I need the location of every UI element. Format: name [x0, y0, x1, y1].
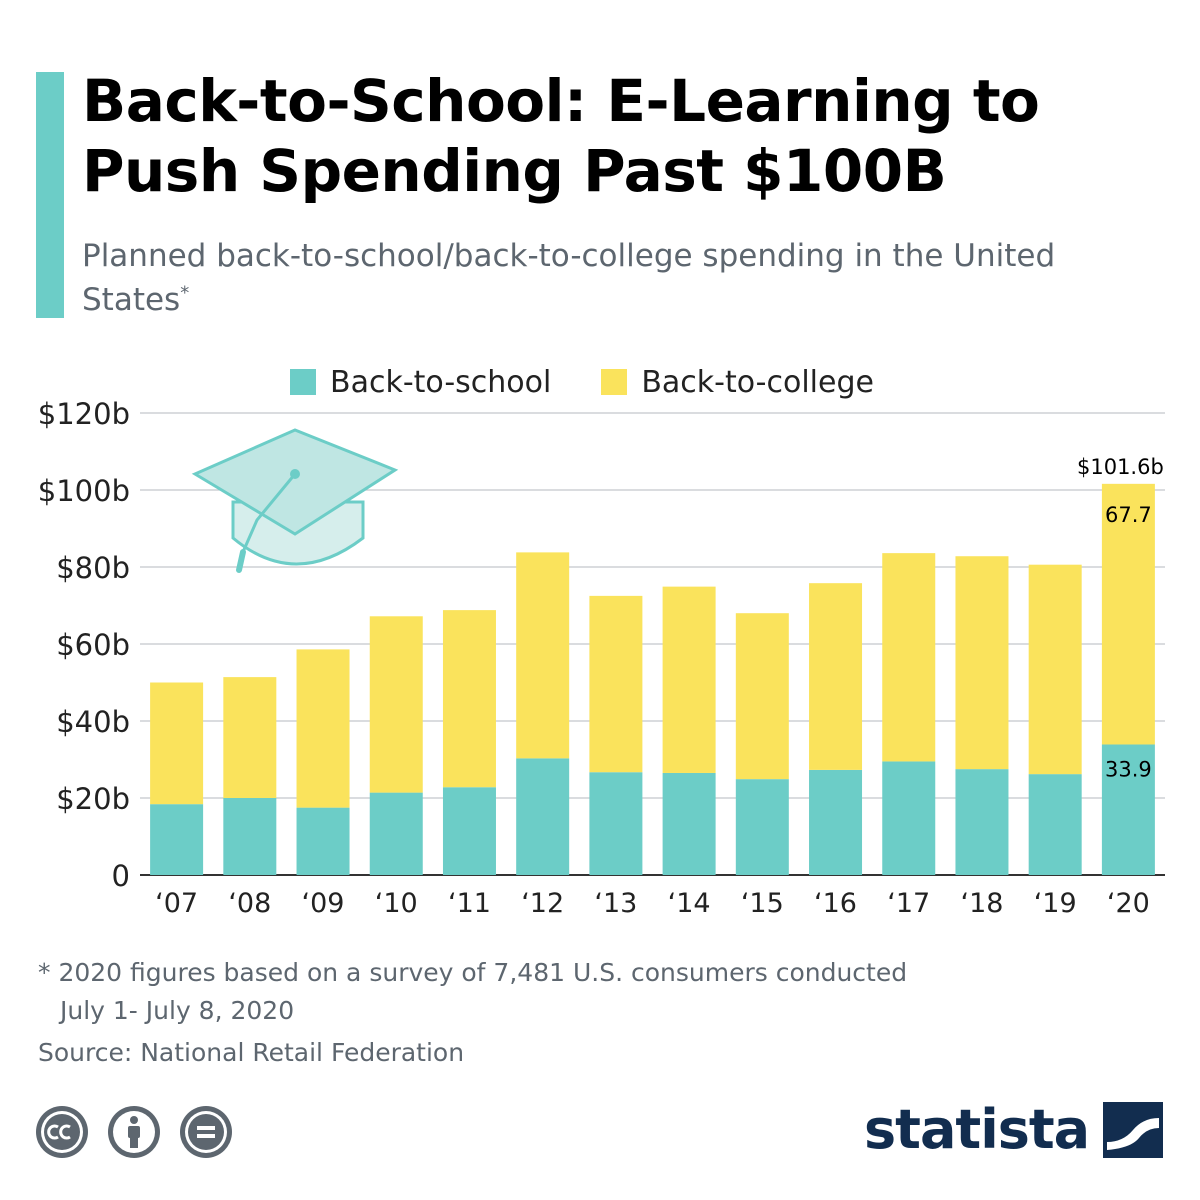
- bar-back-to-college: [589, 595, 643, 773]
- bar-back-to-college: [1101, 483, 1155, 745]
- legend-swatch-school: [290, 369, 316, 395]
- chart-legend: Back-to-school Back-to-college: [290, 362, 924, 402]
- y-tick-label: $20b: [56, 782, 130, 816]
- x-tick-label: ‘19: [1034, 888, 1077, 919]
- no-derivatives-icon[interactable]: [180, 1106, 232, 1158]
- bar-back-to-school: [150, 804, 204, 875]
- bar-back-to-college: [223, 677, 277, 798]
- y-tick-label: $60b: [56, 628, 130, 662]
- stacked-bar-chart: 0 $20b $40b $60b $80b $100b $120b ‘07 ‘08 ‘09 ‘10 ‘…: [38, 397, 1165, 919]
- attribution-icon[interactable]: [108, 1106, 160, 1158]
- source-note: Source: National Retail Federation: [38, 1038, 465, 1067]
- bar-back-to-school: [442, 787, 496, 875]
- bar-back-to-school: [662, 772, 716, 875]
- data-label-school-2020: 33.9: [1105, 757, 1152, 781]
- statista-logo[interactable]: statista: [864, 1098, 1164, 1161]
- bar-back-to-school: [1028, 774, 1082, 875]
- x-tick-label: ‘10: [375, 888, 418, 919]
- bar-back-to-college: [955, 556, 1009, 770]
- y-tick-label: $80b: [56, 551, 130, 585]
- x-tick-label: ‘13: [594, 888, 637, 919]
- y-tick-label: $100b: [38, 474, 130, 508]
- legend-item-college: Back-to-college: [601, 365, 874, 400]
- legend-label-college: Back-to-college: [641, 364, 874, 400]
- bar-back-to-school: [882, 761, 936, 875]
- bar-back-to-school: [369, 792, 423, 875]
- annotations: $101.6b 67.7 33.9: [1077, 455, 1164, 782]
- bar-back-to-school: [809, 769, 863, 875]
- bar-back-to-school: [589, 772, 643, 875]
- bar-back-to-school: [955, 769, 1009, 875]
- x-tick-label: ‘07: [155, 888, 198, 919]
- legend-swatch-college: [601, 369, 628, 395]
- bar-back-to-school: [1101, 744, 1155, 875]
- x-tick-label: ‘20: [1107, 888, 1150, 919]
- x-tick-label: ‘18: [960, 888, 1003, 919]
- axis-labels: 0 $20b $40b $60b $80b $100b $120b ‘07 ‘08 ‘09 ‘10 ‘…: [38, 397, 1150, 919]
- bar-back-to-school: [223, 798, 277, 875]
- statista-mark-icon: [1103, 1101, 1164, 1158]
- bar-back-to-college: [442, 610, 496, 788]
- subtitle: Planned back-to-school/back-to-college s…: [82, 234, 1082, 322]
- x-tick-label: ‘17: [887, 888, 930, 919]
- bar-back-to-college: [662, 586, 716, 773]
- legend-label-school: Back-to-school: [330, 364, 552, 400]
- legend-item-school: Back-to-school: [290, 365, 551, 400]
- page-title: Back-to-School: E-Learning to Push Spend…: [82, 67, 1040, 205]
- x-tick-label: ‘14: [668, 888, 711, 919]
- bar-back-to-college: [809, 583, 863, 770]
- data-label-college-2020: 67.7: [1105, 503, 1152, 527]
- subtitle-text: Planned back-to-school/back-to-college s…: [82, 238, 1056, 318]
- footnote-line1: * 2020 figures based on a survey of 7,48…: [38, 958, 908, 987]
- footnote: * 2020 figures based on a survey of 7,48…: [38, 954, 907, 1030]
- bar-back-to-college: [296, 649, 350, 808]
- bar-back-to-college: [369, 616, 423, 793]
- x-tick-label: ‘12: [521, 888, 564, 919]
- bar-back-to-school: [735, 779, 789, 875]
- subtitle-marker: *: [180, 282, 190, 304]
- x-tick-label: ‘11: [448, 888, 491, 919]
- y-tick-label: 0: [112, 859, 130, 893]
- bar-back-to-college: [882, 553, 936, 762]
- footnote-line2: July 1- July 8, 2020: [60, 996, 295, 1025]
- bar-back-to-college: [150, 682, 204, 805]
- data-label-total-2020: $101.6b: [1077, 455, 1164, 479]
- bar-back-to-school: [516, 758, 570, 875]
- x-tick-label: ‘15: [741, 888, 784, 919]
- license-icons: [36, 1106, 252, 1158]
- logo-text: statista: [864, 1098, 1090, 1161]
- x-tick-label: ‘09: [302, 888, 345, 919]
- bar-back-to-college: [516, 552, 570, 759]
- bars: [150, 483, 1155, 875]
- bar-back-to-school: [296, 807, 350, 875]
- x-tick-label: ‘16: [814, 888, 857, 919]
- creative-commons-icon[interactable]: [36, 1106, 88, 1158]
- accent-bar: [36, 72, 64, 318]
- bar-back-to-college: [1028, 564, 1082, 775]
- y-tick-label: $40b: [56, 705, 130, 739]
- graduation-cap-icon: [191, 428, 399, 573]
- y-tick-label: $120b: [38, 397, 130, 431]
- x-tick-label: ‘08: [228, 888, 271, 919]
- bar-back-to-college: [735, 613, 789, 780]
